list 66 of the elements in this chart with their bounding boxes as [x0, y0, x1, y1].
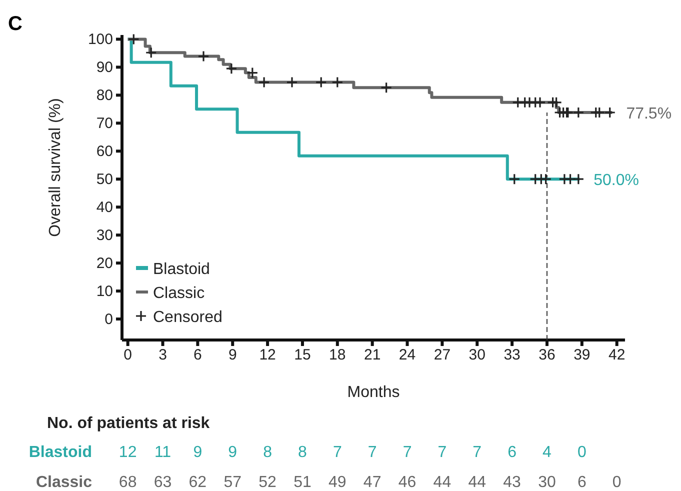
text: 6: [577, 474, 586, 491]
x-tick-label: 6: [194, 346, 202, 364]
text: 6: [508, 444, 517, 461]
y-tick-label: 0: [104, 310, 113, 328]
x-tick-label: 33: [504, 346, 520, 364]
x-tick-label: 15: [294, 346, 311, 364]
text: 11: [154, 444, 172, 461]
text: 12: [118, 444, 137, 461]
text: 9: [228, 444, 238, 461]
text: 7: [472, 444, 482, 461]
text: 62: [188, 474, 207, 491]
x-tick-label: 39: [574, 346, 590, 364]
text: C: [8, 13, 22, 35]
legend-label: Classic: [153, 285, 205, 302]
text: 49: [328, 474, 346, 491]
x-tick-label: 42: [608, 346, 626, 364]
text: 7: [402, 444, 412, 461]
legend-label: Censored: [153, 309, 222, 326]
text: Blastoid: [28, 444, 92, 461]
y-tick-label: 100: [88, 30, 113, 48]
x-tick-label: 24: [398, 346, 416, 364]
x-tick-label: 3: [158, 346, 167, 364]
text: 46: [398, 474, 416, 491]
x-tick-label: 30: [468, 346, 486, 364]
y-tick-label: 10: [96, 282, 113, 300]
text: 30: [538, 474, 556, 491]
text: 52: [258, 474, 277, 491]
text: 4: [542, 444, 552, 461]
text: 44: [433, 474, 452, 491]
text: 7: [438, 444, 447, 461]
text: 51: [294, 474, 312, 491]
x-tick-label: 21: [364, 346, 381, 364]
text: 9: [193, 444, 202, 461]
text: 0: [577, 444, 586, 461]
y-tick-label: 90: [96, 58, 113, 76]
text: 7: [368, 444, 377, 461]
text: 7: [332, 444, 342, 461]
x-tick-label: 12: [259, 346, 276, 364]
text: 47: [363, 474, 382, 491]
text: 0: [612, 474, 622, 491]
text: 57: [224, 474, 242, 491]
x-tick-label: 9: [228, 346, 237, 364]
text: 77.5%: [626, 106, 672, 123]
x-tick-label: 18: [329, 346, 346, 364]
y-tick-label: 60: [96, 142, 113, 160]
text: 8: [298, 444, 308, 461]
y-tick-label: 80: [96, 86, 113, 104]
x-tick-label: 36: [538, 346, 556, 364]
y-tick-label: 30: [96, 226, 113, 244]
text: 8: [263, 444, 272, 461]
y-tick-label: 70: [96, 114, 113, 132]
y-tick-label: 50: [96, 170, 113, 188]
annotation: 50.0%: [594, 172, 639, 190]
y-axis-title: Overall survival (%): [47, 98, 64, 237]
text: 44: [468, 474, 486, 491]
x-axis-title: Months: [347, 384, 400, 401]
x-tick-label: 27: [434, 346, 451, 364]
text: 63: [154, 474, 172, 491]
text: Classic: [36, 474, 92, 491]
y-tick-label: 20: [96, 254, 113, 272]
x-tick-label: 0: [124, 346, 132, 364]
legend-label: Blastoid: [153, 261, 210, 278]
text: 68: [118, 474, 137, 491]
text: 43: [503, 474, 522, 491]
y-tick-label: 40: [96, 198, 113, 216]
text: No. of patients at risk: [47, 415, 210, 432]
